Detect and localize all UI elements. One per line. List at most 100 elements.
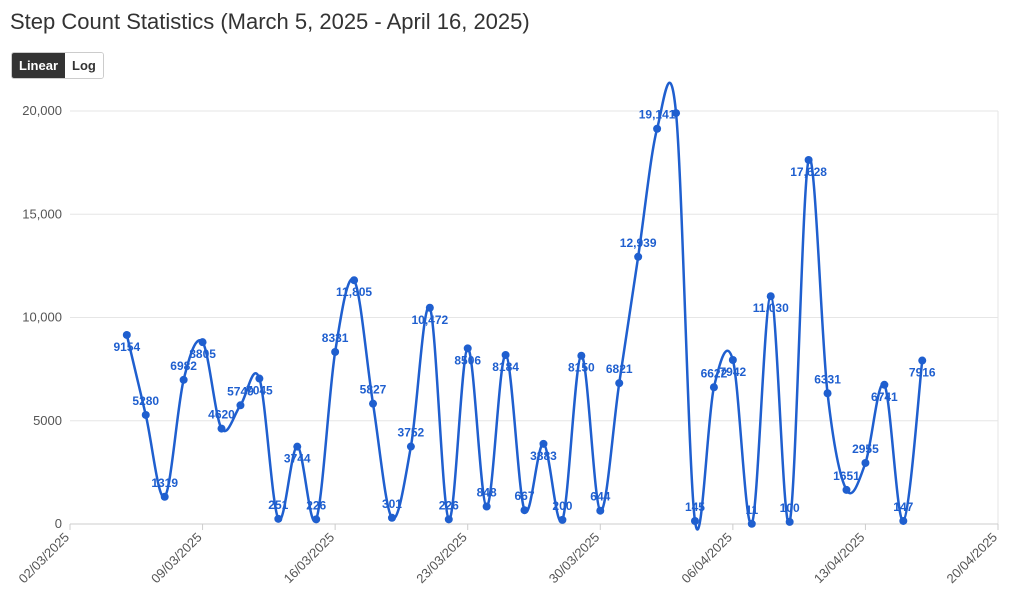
data-label: 11,030 xyxy=(753,301,789,315)
data-point[interactable] xyxy=(406,442,415,451)
x-tick-label: 20/04/2025 xyxy=(943,530,1000,587)
data-label: 6741 xyxy=(871,390,898,404)
data-label: 200 xyxy=(552,499,572,513)
data-point[interactable] xyxy=(122,330,131,339)
data-point[interactable] xyxy=(842,485,851,494)
data-point[interactable] xyxy=(918,356,927,365)
data-point[interactable] xyxy=(501,351,510,360)
data-point[interactable] xyxy=(179,375,188,384)
data-point[interactable] xyxy=(861,458,870,467)
data-label: 17,628 xyxy=(790,165,827,179)
data-label: 12,939 xyxy=(620,236,657,250)
data-label: 3752 xyxy=(398,426,425,440)
y-tick-label: 5000 xyxy=(33,413,62,428)
linear-scale-button[interactable]: Linear xyxy=(12,53,66,78)
data-label: 226 xyxy=(306,498,326,512)
data-point[interactable] xyxy=(823,389,832,398)
data-point[interactable] xyxy=(747,519,756,528)
data-point[interactable] xyxy=(672,109,681,118)
data-points xyxy=(122,109,927,528)
data-point[interactable] xyxy=(520,506,529,515)
scale-toggle: Linear Log xyxy=(11,52,104,79)
data-label: 5280 xyxy=(132,394,159,408)
data-point[interactable] xyxy=(387,513,396,522)
data-label: 9154 xyxy=(113,340,140,354)
data-point[interactable] xyxy=(444,515,453,524)
data-label: 7942 xyxy=(720,365,747,379)
data-point[interactable] xyxy=(539,439,548,448)
data-label: 251 xyxy=(268,498,288,512)
data-point[interactable] xyxy=(899,516,908,525)
x-tick-label: 30/03/2025 xyxy=(546,530,603,587)
y-tick-label: 15,000 xyxy=(22,206,62,221)
data-point[interactable] xyxy=(653,124,662,133)
data-point[interactable] xyxy=(577,351,586,360)
data-label: 145 xyxy=(685,500,705,514)
data-label: 667 xyxy=(515,489,535,503)
data-label: 1319 xyxy=(151,476,178,490)
data-point[interactable] xyxy=(463,344,472,353)
data-point[interactable] xyxy=(690,517,699,526)
data-label: 8150 xyxy=(568,361,595,375)
data-point[interactable] xyxy=(369,399,378,408)
data-label: 7045 xyxy=(246,384,273,398)
data-label: 226 xyxy=(439,498,459,512)
data-label: 301 xyxy=(382,497,402,511)
data-point[interactable] xyxy=(615,379,624,388)
series-line-layer xyxy=(125,81,924,531)
data-point[interactable] xyxy=(274,514,283,523)
data-label: 6821 xyxy=(606,362,633,376)
data-point[interactable] xyxy=(482,502,491,511)
data-label: 8184 xyxy=(492,360,519,374)
data-point[interactable] xyxy=(425,303,434,312)
data-label: 7916 xyxy=(909,366,936,380)
x-tick-label: 23/03/2025 xyxy=(413,530,470,587)
data-label: 6331 xyxy=(814,372,841,386)
grid xyxy=(70,110,999,524)
data-label: 10,472 xyxy=(411,313,448,327)
data-label: 8506 xyxy=(454,353,481,367)
x-tick-label: 09/03/2025 xyxy=(148,530,205,587)
x-tick-label: 13/04/2025 xyxy=(811,530,868,587)
data-point[interactable] xyxy=(880,380,889,389)
data-label: 3883 xyxy=(530,449,557,463)
data-point[interactable] xyxy=(331,347,340,356)
data-point[interactable] xyxy=(709,383,718,392)
axes: 0 5000 10,000 15,000 20,000 02/03/2025 09/03/2… xyxy=(15,103,1000,586)
data-label: 19,141 xyxy=(639,108,676,122)
data-label: 5827 xyxy=(360,383,387,397)
y-tick-label: 0 xyxy=(55,516,62,531)
data-point[interactable] xyxy=(198,338,207,347)
data-point[interactable] xyxy=(141,410,150,419)
data-label: 6622 xyxy=(701,366,728,380)
data-label: 4620 xyxy=(208,408,235,422)
data-point[interactable] xyxy=(634,252,643,261)
data-point[interactable] xyxy=(804,155,813,164)
data-point[interactable] xyxy=(350,276,359,285)
data-point[interactable] xyxy=(236,401,245,410)
data-point[interactable] xyxy=(785,517,794,526)
data-point[interactable] xyxy=(293,442,302,451)
data-label: 848 xyxy=(477,485,497,499)
data-point[interactable] xyxy=(596,506,605,515)
x-tick-label: 06/04/2025 xyxy=(678,530,735,587)
data-label: 1651 xyxy=(833,469,860,483)
x-tick-label: 02/03/2025 xyxy=(15,530,72,587)
data-point[interactable] xyxy=(558,515,567,524)
data-point[interactable] xyxy=(217,424,226,433)
data-label: 644 xyxy=(590,490,610,504)
data-point[interactable] xyxy=(312,515,321,524)
data-point[interactable] xyxy=(766,292,775,301)
chart-title: Step Count Statistics (March 5, 2025 - A… xyxy=(10,9,530,34)
data-point[interactable] xyxy=(728,355,737,364)
log-scale-button[interactable]: Log xyxy=(65,53,103,78)
y-tick-label: 10,000 xyxy=(22,310,62,325)
data-label: 5749 xyxy=(227,384,254,398)
data-label: 6982 xyxy=(170,359,197,373)
data-point[interactable] xyxy=(255,374,264,383)
x-tick-label: 16/03/2025 xyxy=(281,530,338,587)
data-point[interactable] xyxy=(160,492,169,501)
data-label: 8331 xyxy=(322,331,349,345)
